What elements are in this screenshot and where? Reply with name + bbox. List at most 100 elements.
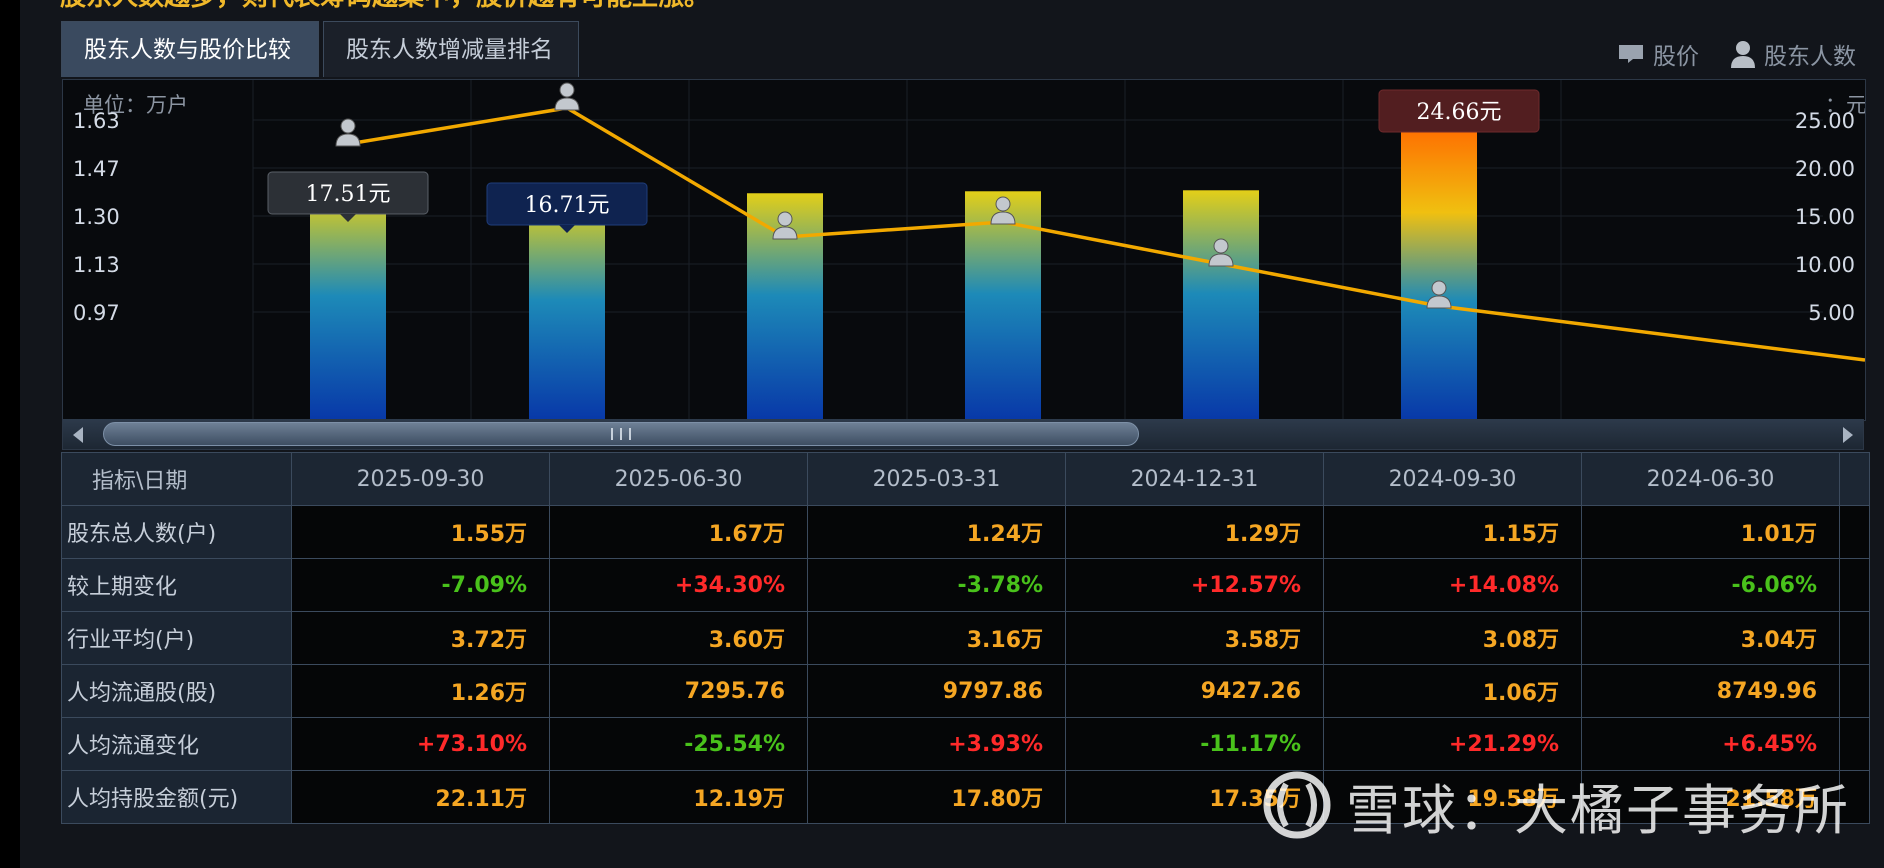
legend-price[interactable]: 股价 — [1617, 36, 1699, 72]
holder-marker[interactable] — [772, 211, 798, 240]
legend-price-label: 股价 — [1653, 44, 1699, 70]
holders-price-chart: 17.51元 16.71元 24.66元 单位：万户 ：元 1.63 1.47 1.30… — [73, 80, 1865, 420]
table-cell: +6.45% — [1581, 717, 1840, 771]
table-cell: 3.60万 — [549, 611, 808, 665]
price-bar[interactable] — [965, 191, 1041, 420]
table-cell: 1.06万 — [1323, 664, 1582, 718]
table-cell: 7295.76 — [549, 664, 808, 718]
left-edge — [0, 0, 20, 868]
table-cell: +34.30% — [549, 558, 808, 612]
table-corner-header: 指标\日期 — [61, 452, 292, 506]
date-column-header[interactable]: 2024-09-30 — [1323, 452, 1582, 506]
left-axis-tick: 1.47 — [73, 157, 120, 181]
right-unit-label: ：元 — [1825, 93, 1865, 117]
left-unit-label: 单位：万户 — [83, 93, 188, 117]
price-callout-text: 24.66元 — [1417, 100, 1502, 125]
row-label: 行业平均(户) — [61, 611, 292, 665]
table-cell: +73.10% — [291, 717, 550, 771]
table-cell: 1.24万 — [807, 505, 1066, 559]
right-axis-tick: 15.00 — [1795, 205, 1855, 229]
left-axis-tick: 0.97 — [73, 301, 120, 325]
right-axis-tick: 20.00 — [1795, 157, 1855, 181]
table-cell: 3.72万 — [291, 611, 550, 665]
price-bar[interactable] — [1401, 123, 1477, 420]
table-cell: 1.15万 — [1323, 505, 1582, 559]
chart-panel: 17.51元 16.71元 24.66元 单位：万户 ：元 1.63 1.47 1.30… — [62, 79, 1866, 421]
table-cell: 1.55万 — [291, 505, 550, 559]
overflow-cell — [1839, 770, 1870, 824]
table-cell: +3.93% — [807, 717, 1066, 771]
table-row: 人均持股金额(元) 22.11万 12.19万 17.80万 17.35万 19.58万 2… — [61, 770, 1870, 824]
holder-marker[interactable] — [990, 196, 1016, 225]
table-row: 人均流通股(股) 1.26万 7295.76 9797.86 9427.26 1.06万 8… — [61, 664, 1870, 718]
table-cell: 3.58万 — [1065, 611, 1324, 665]
table-cell: +21.29% — [1323, 717, 1582, 771]
price-bar[interactable] — [1183, 190, 1259, 420]
scroll-right-arrow-icon[interactable] — [1843, 427, 1853, 443]
table-cell: 9427.26 — [1065, 664, 1324, 718]
holder-marker[interactable] — [554, 82, 580, 111]
table-cell: 21.58万 — [1581, 770, 1840, 824]
row-label: 人均流通变化 — [61, 717, 292, 771]
date-column-header[interactable]: 2025-03-31 — [807, 452, 1066, 506]
holder-marker[interactable] — [335, 118, 361, 147]
row-label: 股东总人数(户) — [61, 505, 292, 559]
headline: 股东人数越多，则代表筹码越集中，股价越有可能上涨。 — [60, 0, 1860, 10]
table-cell: +14.08% — [1323, 558, 1582, 612]
table-cell: +12.57% — [1065, 558, 1324, 612]
legend-holders[interactable]: 股东人数 — [1730, 36, 1856, 72]
grip-icon — [611, 428, 631, 440]
table-cell: 3.16万 — [807, 611, 1066, 665]
table-cell: 12.19万 — [549, 770, 808, 824]
holder-marker[interactable] — [1426, 280, 1452, 309]
legend-holders-label: 股东人数 — [1764, 44, 1856, 70]
table-cell: 19.58万 — [1323, 770, 1582, 824]
table-cell: -3.78% — [807, 558, 1066, 612]
tab-holders-vs-price[interactable]: 股东人数与股价比较 — [61, 21, 319, 77]
table-cell: 8749.96 — [1581, 664, 1840, 718]
date-column-header[interactable]: 2025-06-30 — [549, 452, 808, 506]
row-label: 人均流通股(股) — [61, 664, 292, 718]
holder-marker[interactable] — [1208, 238, 1234, 267]
price-callout: 16.71元 — [486, 182, 648, 233]
left-axis-tick: 1.13 — [73, 253, 120, 277]
right-axis-tick: 25.00 — [1795, 109, 1855, 133]
price-callout-text: 17.51元 — [306, 182, 391, 207]
holders-data-table: 指标\日期 2025-09-30 2025-06-30 2025-03-31 2024-… — [61, 452, 1870, 824]
price-bar[interactable] — [529, 202, 605, 420]
tab-holder-change-ranking[interactable]: 股东人数增减量排名 — [323, 21, 579, 77]
table-cell: 1.29万 — [1065, 505, 1324, 559]
overflow-cell — [1839, 505, 1870, 559]
table-header-row: 指标\日期 2025-09-30 2025-06-30 2025-03-31 2024-… — [61, 452, 1870, 506]
table-row: 人均流通变化 +73.10% -25.54% +3.93% -11.17% +21.29%… — [61, 717, 1870, 771]
left-axis-tick: 1.30 — [73, 205, 120, 229]
overflow-cell — [1839, 611, 1870, 665]
table-cell: 17.35万 — [1065, 770, 1324, 824]
overflow-cell — [1839, 664, 1870, 718]
date-column-header[interactable]: 2024-12-31 — [1065, 452, 1324, 506]
table-cell: -25.54% — [549, 717, 808, 771]
right-axis-tick: 5.00 — [1808, 301, 1855, 325]
price-bar[interactable] — [310, 194, 386, 420]
price-legend-icon — [1619, 45, 1643, 63]
scroll-thumb[interactable] — [103, 422, 1139, 446]
table-cell: 9797.86 — [807, 664, 1066, 718]
table-cell: 3.08万 — [1323, 611, 1582, 665]
date-column-header[interactable]: 2025-09-30 — [291, 452, 550, 506]
table-cell: -7.09% — [291, 558, 550, 612]
table-row: 较上期变化 -7.09% +34.30% -3.78% +12.57% +14.08% -6… — [61, 558, 1870, 612]
date-column-header[interactable]: 2024-06-30 — [1581, 452, 1840, 506]
table-cell: 1.01万 — [1581, 505, 1840, 559]
overflow-cell — [1839, 717, 1870, 771]
table-cell: 1.26万 — [291, 664, 550, 718]
price-callout-text: 16.71元 — [525, 193, 610, 218]
row-label: 人均持股金额(元) — [61, 770, 292, 824]
scroll-left-arrow-icon[interactable] — [73, 427, 83, 443]
table-cell: -11.17% — [1065, 717, 1324, 771]
table-cell: 3.04万 — [1581, 611, 1840, 665]
table-row: 行业平均(户) 3.72万 3.60万 3.16万 3.58万 3.08万 3.04万 — [61, 611, 1870, 665]
table-cell: 22.11万 — [291, 770, 550, 824]
table-row: 股东总人数(户) 1.55万 1.67万 1.24万 1.29万 1.15万 1.01万 — [61, 505, 1870, 559]
table-cell: -6.06% — [1581, 558, 1840, 612]
chart-scrollbar[interactable] — [62, 419, 1864, 450]
